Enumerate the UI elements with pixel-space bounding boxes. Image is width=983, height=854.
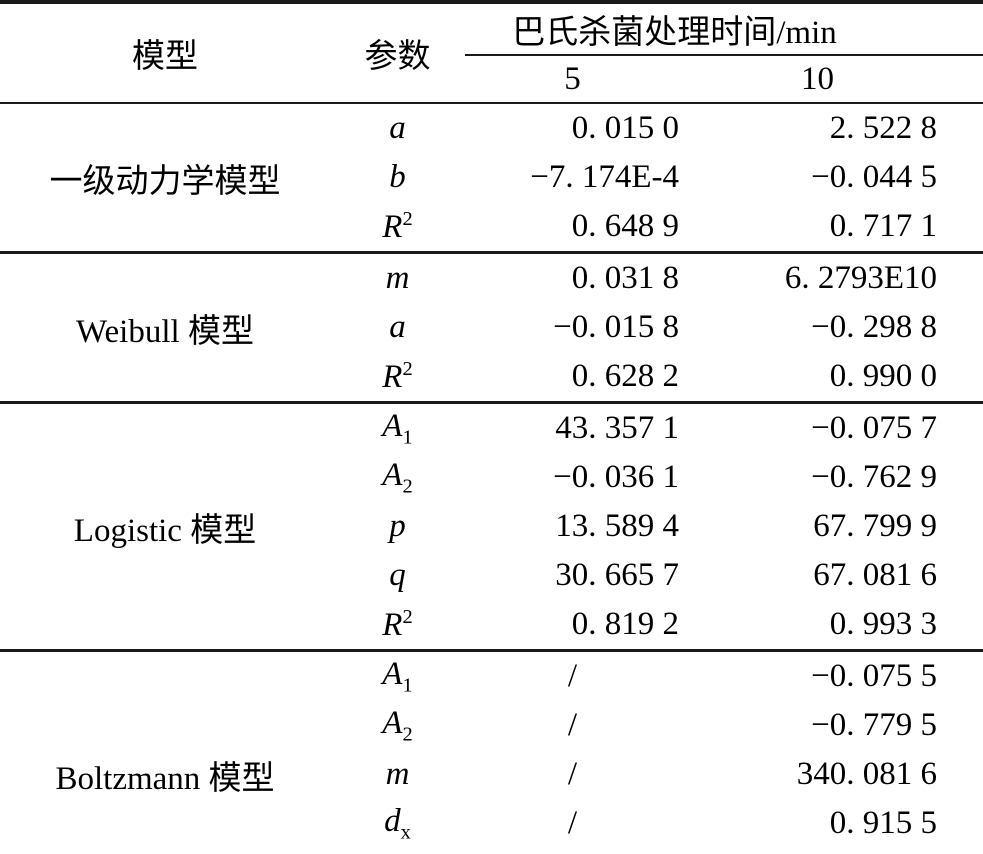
- value-5min: /: [567, 658, 578, 694]
- model-name: Logistic 模型: [0, 402, 330, 652]
- table-header: 模型 参数 巴氏杀菌处理时间/min 5 10: [0, 2, 983, 104]
- value-5min: 0. 648 9: [465, 202, 697, 254]
- parameter-symbol: R2: [330, 352, 465, 404]
- table-body: 一级动力学模型 a 0. 015 0 2. 522 8 b −7. 174E-4 −0. 0…: [0, 103, 983, 854]
- table-row: A2 / −0. 779 5: [0, 701, 983, 750]
- value-5min: /: [567, 805, 578, 841]
- table-row: Boltzmann 模型 A1 / −0. 075 5: [0, 650, 983, 854]
- table-row: b −7. 174E-4 −0. 044 5: [0, 153, 983, 202]
- table-row: a −0. 015 8 −0. 298 8: [0, 303, 983, 352]
- parameter-symbol: b: [389, 159, 406, 195]
- value-5min: 0. 015 0: [571, 110, 679, 146]
- value-10min: −0. 779 5: [811, 707, 938, 743]
- value-10min: −0. 298 8: [811, 309, 938, 345]
- parameter-symbol: a: [389, 309, 406, 345]
- value-5min: 0. 031 8: [571, 260, 679, 296]
- parameter-symbol: A2: [382, 456, 413, 498]
- parameter-symbol: A1: [382, 407, 413, 449]
- value-10min: 6. 2793E10: [784, 260, 938, 296]
- parameter-symbol: dx: [384, 802, 411, 844]
- value-10min: 0. 996 7: [697, 848, 983, 854]
- table-row: Weibull 模型 m 0. 031 8 6. 2793E10: [0, 252, 983, 404]
- value-10min: 0. 993 3: [697, 600, 983, 652]
- header-row-top: 模型 参数 巴氏杀菌处理时间/min: [0, 2, 983, 104]
- column-header-model: 模型: [0, 2, 330, 104]
- parameter-symbol: A2: [382, 704, 413, 746]
- value-10min: 0. 717 1: [697, 202, 983, 254]
- parameter-symbol: a: [389, 110, 406, 146]
- table-row: m / 340. 081 6: [0, 750, 983, 799]
- table-row: dx / 0. 915 5: [0, 799, 983, 848]
- value-10min: −0. 762 9: [811, 459, 938, 495]
- value-5min: 43. 357 1: [555, 410, 679, 446]
- header-row-sub: 5 10: [0, 55, 983, 104]
- value-10min: 0. 990 0: [697, 352, 983, 404]
- table-row: A2 −0. 036 1 −0. 762 9: [0, 453, 983, 502]
- column-header-parameter: 参数: [330, 2, 465, 104]
- table-row: R2 0. 819 2 0. 993 3: [0, 600, 983, 652]
- value-10min: 67. 799 9: [813, 508, 938, 544]
- value-5min: 0. 628 2: [465, 352, 697, 404]
- parameter-symbol: R2: [330, 848, 465, 854]
- column-header-time-10min: 10: [697, 55, 983, 104]
- parameter-symbol: m: [385, 260, 410, 296]
- value-5min: /: [567, 707, 578, 743]
- value-5min: 13. 589 4: [555, 508, 679, 544]
- table-row: Logistic 模型 A1 43. 357 1 −0. 075 7: [0, 402, 983, 652]
- parameter-symbol: p: [389, 508, 406, 544]
- value-5min: 0. 819 2: [465, 600, 697, 652]
- table-row: R2 0. 628 2 0. 990 0: [0, 352, 983, 404]
- parameter-symbol: R2: [330, 202, 465, 254]
- value-5min: −0. 036 1: [553, 459, 679, 495]
- parameter-symbol: m: [385, 756, 410, 792]
- value-10min: 67. 081 6: [813, 557, 938, 593]
- value-5min: /: [567, 756, 578, 792]
- value-10min: 0. 915 5: [829, 805, 938, 841]
- column-header-treatment-time-group: 巴氏杀菌处理时间/min: [465, 2, 983, 56]
- model-name: Boltzmann 模型: [0, 650, 330, 854]
- value-5min: −7. 174E-4: [530, 159, 679, 195]
- table-row: p 13. 589 4 67. 799 9: [0, 502, 983, 551]
- value-5min: 30. 665 7: [555, 557, 679, 593]
- value-5min: /: [465, 848, 697, 854]
- model-name: Weibull 模型: [0, 252, 330, 404]
- value-10min: −0. 075 7: [811, 410, 938, 446]
- value-10min: 340. 081 6: [796, 756, 938, 792]
- model-name: 一级动力学模型: [0, 103, 330, 254]
- parameter-symbol: A1: [382, 655, 413, 697]
- table-row: R2 0. 648 9 0. 717 1: [0, 202, 983, 254]
- parameter-symbol: R2: [330, 600, 465, 652]
- value-5min: −0. 015 8: [553, 309, 679, 345]
- value-10min: −0. 075 5: [811, 658, 938, 694]
- value-10min: −0. 044 5: [811, 159, 938, 195]
- value-10min: 2. 522 8: [829, 110, 938, 146]
- parameter-symbol: q: [389, 557, 406, 593]
- table-row: 一级动力学模型 a 0. 015 0 2. 522 8: [0, 103, 983, 254]
- table-row: q 30. 665 7 67. 081 6: [0, 551, 983, 600]
- column-header-time-5min: 5: [465, 55, 697, 104]
